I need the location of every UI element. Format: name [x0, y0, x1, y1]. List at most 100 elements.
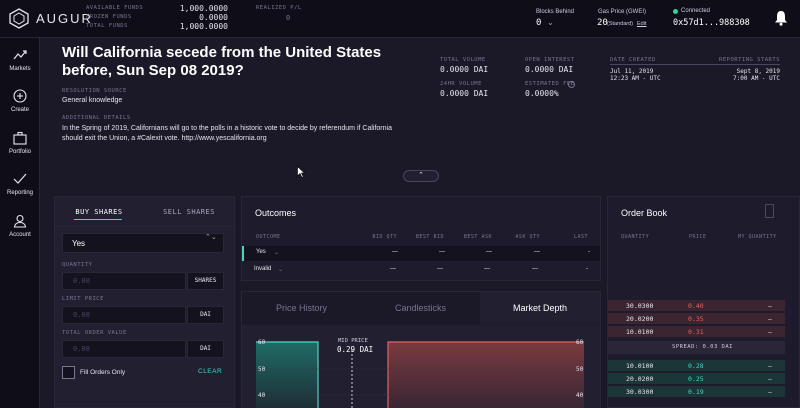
gas-price-label: Gas Price (GWEI) [598, 9, 647, 15]
outcomes-header-ask-qty: ASK QTY [515, 234, 540, 240]
mouse-cursor-icon [297, 166, 305, 178]
additional-details-text: In the Spring of 2019, Californians will… [62, 125, 392, 142]
frozen-funds-value: 0.0000 [199, 13, 228, 22]
total-order-value-label: TOTAL ORDER VALUE [62, 330, 127, 336]
bid-my-quantity: — [768, 362, 772, 370]
active-tab-indicator [74, 219, 122, 220]
outcomes-header-outcome: OUTCOME [256, 234, 281, 240]
estimated-fee-value: 0.0000% [525, 89, 559, 98]
outcome-row-invalid[interactable]: Invalid ⌄ — — — — - [242, 263, 600, 278]
ask-my-quantity: — [768, 315, 772, 323]
mid-price-value: 0.29 DAI [337, 345, 373, 354]
tab-sell-shares[interactable]: SELL SHARES [163, 208, 215, 216]
total-funds-label: TOTAL FUNDS [86, 23, 128, 29]
ask-my-quantity: — [768, 328, 772, 336]
bid-my-quantity: — [768, 388, 772, 396]
gas-price-value: 20 [597, 18, 608, 28]
sidebar-item-label: Account [9, 232, 31, 238]
chevron-down-icon[interactable]: ⌄ [742, 17, 749, 26]
expand-details-button[interactable]: ⌃ [403, 170, 439, 182]
outcome-ask-qty: — [534, 249, 540, 255]
outcome-select[interactable] [62, 233, 224, 253]
y-tick-label: 50 [258, 366, 266, 373]
tab-market-depth[interactable]: Market Depth [480, 292, 600, 324]
bell-icon[interactable] [774, 10, 788, 26]
available-funds-label: AVAILABLE FUNDS [86, 5, 144, 11]
order-book-ask-row[interactable]: 30.0300 0.40 — [608, 300, 785, 311]
outcomes-header-best-ask: BEST ASK [463, 234, 492, 240]
tab-price-history[interactable]: Price History [242, 292, 361, 324]
ask-quantity: 10.0100 [626, 328, 654, 336]
user-icon [13, 214, 27, 228]
account-address[interactable]: 0x57d1...988308 [673, 18, 750, 28]
realized-pl-label: REALIZED P/L [256, 5, 302, 11]
trending-up-icon [13, 50, 27, 60]
sidebar-item-account[interactable]: Account [0, 210, 40, 250]
sidebar-item-label: Create [10, 107, 29, 113]
reporting-starts-date: Sept 8, 2019 [736, 68, 780, 75]
order-book-header-my-quantity: MY QUANTITY [738, 234, 777, 240]
order-book-bid-row[interactable]: 30.0300 0.19 — [608, 386, 785, 397]
sidebar-item-create[interactable]: Create [0, 85, 40, 125]
outcome-row-yes[interactable]: Yes ⌄ — — — — - [242, 246, 600, 261]
ask-depth-area [388, 342, 584, 408]
outcome-best-bid: — [437, 266, 443, 272]
clear-button[interactable]: CLEAR [198, 368, 223, 375]
blocks-behind-value[interactable]: 0 [536, 18, 542, 28]
outcome-name: Invalid [254, 266, 272, 272]
limit-price-unit: DAI [187, 306, 224, 324]
total-order-value-input[interactable]: 0.00 [62, 340, 186, 358]
quantity-input[interactable]: 0.00 [62, 272, 186, 290]
sidebar-item-label: Portfolio [8, 149, 31, 155]
tabs-divider [54, 226, 235, 227]
gas-edit-link[interactable]: Edit [637, 21, 647, 27]
bid-quantity: 20.0200 [626, 375, 654, 383]
24hr-volume-label: 24HR VOLUME [440, 81, 482, 87]
tab-candlesticks[interactable]: Candlesticks [361, 292, 480, 324]
24hr-volume-value: 0.0000 DAI [440, 89, 489, 98]
order-book-toggle-icon[interactable] [765, 204, 774, 218]
total-order-value-unit: DAI [187, 340, 224, 358]
fill-orders-only-label: Fill Orders Only [80, 369, 126, 376]
limit-price-input[interactable]: 0.00 [62, 306, 186, 324]
fill-orders-only-checkbox[interactable] [62, 366, 75, 379]
bid-quantity: 10.0100 [626, 362, 654, 370]
outcome-best-ask: — [484, 266, 490, 272]
chevron-down-icon: ⌄ [274, 250, 280, 256]
reporting-starts-time: 7:00 AM - UTC [733, 75, 780, 82]
order-form-panel [54, 196, 235, 408]
outcomes-panel [241, 196, 601, 281]
select-arrows-icon[interactable]: ⌃⌄ [205, 234, 217, 241]
outcome-select-value[interactable]: Yes [72, 239, 86, 248]
mid-price-label: MID PRICE [338, 338, 368, 344]
ask-quantity: 30.0300 [626, 302, 654, 310]
total-funds-value: 1,000.0000 [179, 22, 228, 31]
outcome-ask-qty: — [532, 266, 538, 272]
order-book-title: Order Book [621, 208, 668, 218]
sidebar-item-portfolio[interactable]: Portfolio [0, 127, 40, 167]
outcomes-header-bid-qty: BID QTY [372, 234, 397, 240]
chevron-down-icon[interactable]: ⌄ [547, 18, 554, 27]
frozen-funds-label: FROZEN FUNDS [86, 14, 132, 20]
bid-depth-area [256, 342, 318, 408]
ask-depth-line [387, 341, 584, 408]
order-book-bid-row[interactable]: 20.0200 0.25 — [608, 373, 785, 384]
resolution-source-label: RESOLUTION SOURCE [62, 88, 127, 94]
ask-price: 0.35 [688, 315, 704, 323]
tab-buy-shares[interactable]: BUY SHARES [75, 208, 123, 216]
outcomes-header-last: LAST [573, 234, 588, 240]
bid-depth-line [256, 341, 319, 408]
app-name: AUGUR [36, 11, 93, 26]
info-icon[interactable]: i [568, 81, 575, 88]
order-book-bid-row[interactable]: 10.0100 0.28 — [608, 360, 785, 371]
order-book-ask-row[interactable]: 10.0100 0.31 — [608, 326, 785, 337]
quantity-label: QUANTITY [62, 262, 93, 268]
sidebar-item-reporting[interactable]: Reporting [0, 168, 40, 208]
bid-price: 0.25 [688, 375, 704, 383]
y-tick-label: 60 [258, 339, 266, 346]
order-book-ask-row[interactable]: 20.0200 0.35 — [608, 313, 785, 324]
estimated-fee-label: ESTIMATED FEE [525, 81, 575, 87]
depth-chart[interactable]: 60 50 40 60 50 40 MID PRICE 0.29 DAI [242, 325, 600, 408]
plus-circle-icon [13, 89, 27, 103]
sidebar-item-markets[interactable]: Markets [0, 44, 40, 84]
